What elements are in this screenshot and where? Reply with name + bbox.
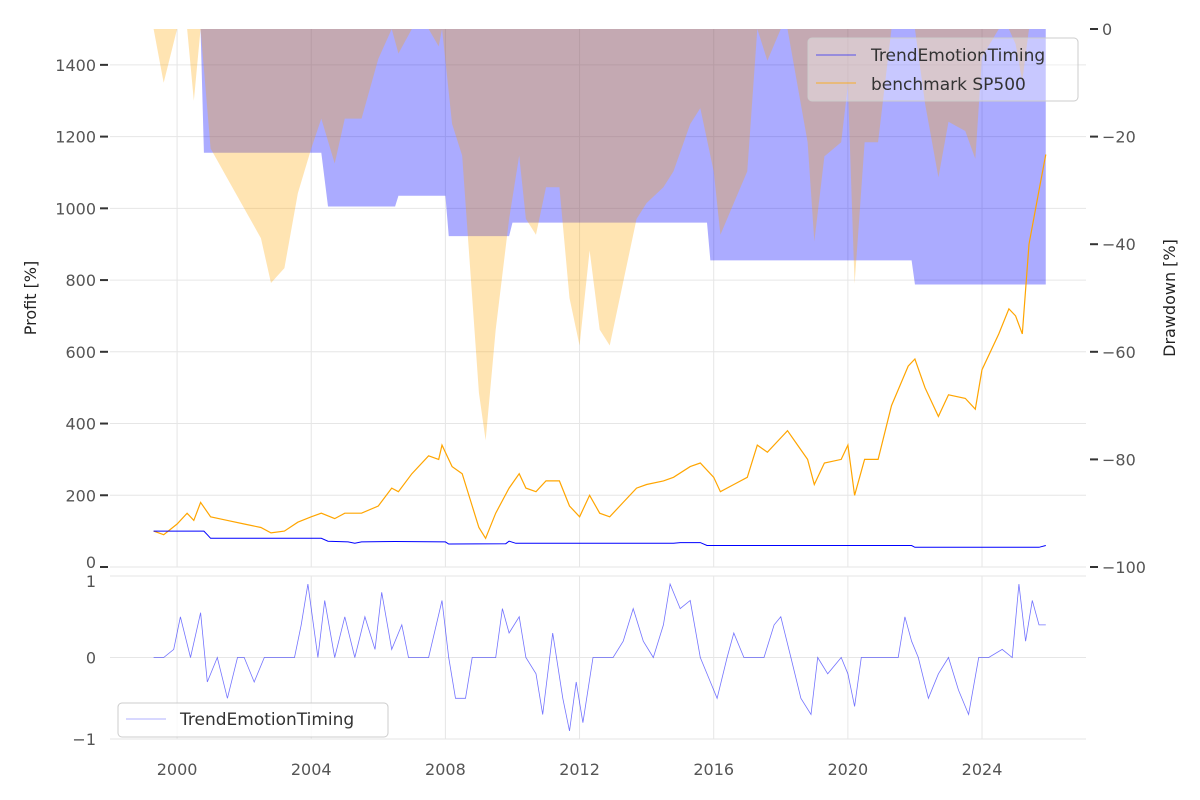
benchmark-line [153, 154, 1047, 540]
y-tick-label: 0 [86, 553, 96, 572]
y-tick-label: 1000 [55, 199, 96, 218]
y-tick-label: 200 [65, 486, 96, 505]
signal-tick-label: −1 [72, 730, 96, 749]
signal-tick-label: 0 [86, 649, 96, 668]
legend-bottom-box [117, 702, 389, 738]
x-tick-label: 2004 [291, 760, 332, 779]
x-tick-label: 2020 [828, 760, 869, 779]
legend-label-benchmark: benchmark SP500 [871, 75, 1026, 95]
y-tick-label: 1200 [55, 128, 96, 147]
y-tick-label: 400 [65, 415, 96, 434]
profit-lines [153, 154, 1047, 548]
x-tick-label: 2000 [157, 760, 198, 779]
x-tick-label: 2016 [693, 760, 734, 779]
y-tick-label: 800 [65, 271, 96, 290]
strategy-line [153, 530, 1046, 548]
y-right-tick-label: −40 [1102, 235, 1136, 254]
legend-main: TrendEmotionTiming benchmark SP500 [807, 37, 1079, 102]
drawdown-fills [153, 29, 1046, 441]
y-right-tick-label: −60 [1102, 343, 1136, 362]
y-axis-label-right: Drawdown [%] [1160, 239, 1179, 357]
x-tick-label: 2024 [962, 760, 1003, 779]
y-right-tick-label: −80 [1102, 450, 1136, 469]
x-tick-label: 2012 [559, 760, 600, 779]
legend-label-signal: TrendEmotionTiming [179, 710, 354, 730]
y-right-tick-label: −20 [1102, 128, 1136, 147]
main-grid [110, 29, 1086, 740]
y-right-tick-label: 0 [1102, 20, 1112, 39]
y-tick-label: 600 [65, 343, 96, 362]
legend-main-box [807, 37, 1079, 102]
signal-tick-label: 1 [86, 572, 96, 591]
signal-line [153, 582, 1046, 731]
y-tick-label: 1400 [55, 56, 96, 75]
y-axis-label-left: Profit [%] [21, 261, 40, 336]
signal-panel [153, 582, 1046, 731]
x-tick-label: 2008 [425, 760, 466, 779]
legend-label-strategy: TrendEmotionTiming [870, 46, 1045, 66]
strategy-drawdown-area [153, 29, 1046, 285]
y-right-tick-label: −100 [1102, 558, 1146, 577]
legend-bottom: TrendEmotionTiming [117, 702, 389, 738]
benchmark-drawdown-area [153, 29, 1046, 441]
axes: 0 200 400 600 800 1000 1200 1400 0 −20 −40 −60 −80 −1… [55, 20, 1146, 779]
